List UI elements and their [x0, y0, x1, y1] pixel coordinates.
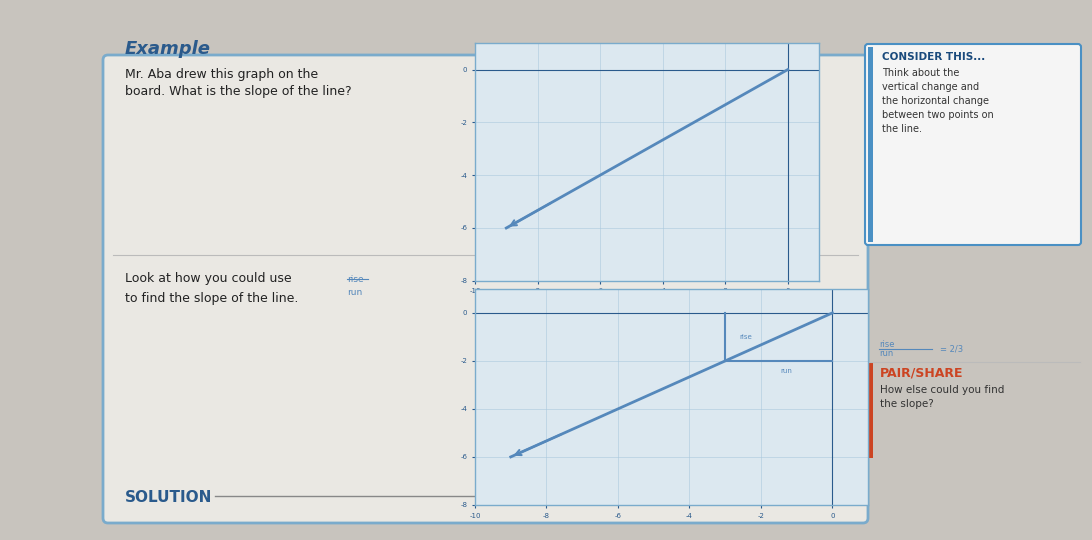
- Text: run: run: [879, 349, 893, 358]
- Text: How else could you find
the slope?: How else could you find the slope?: [880, 385, 1005, 409]
- Text: rise: rise: [879, 340, 894, 349]
- Text: CONSIDER THIS...: CONSIDER THIS...: [882, 52, 985, 62]
- Text: Example: Example: [124, 40, 211, 58]
- Text: rise: rise: [739, 334, 752, 340]
- FancyBboxPatch shape: [103, 55, 868, 523]
- Text: Mr. Aba drew this graph on the: Mr. Aba drew this graph on the: [124, 68, 318, 81]
- Text: run: run: [780, 368, 792, 374]
- Text: run: run: [347, 288, 363, 297]
- Text: Think about the
vertical change and
the horizontal change
between two points on
: Think about the vertical change and the …: [882, 68, 994, 134]
- Text: to find the slope of the line.: to find the slope of the line.: [124, 292, 298, 305]
- Text: PAIR/SHARE: PAIR/SHARE: [880, 367, 963, 380]
- Bar: [868, 363, 873, 458]
- Text: SOLUTION: SOLUTION: [124, 490, 212, 505]
- Text: rise: rise: [347, 275, 364, 284]
- FancyBboxPatch shape: [865, 44, 1081, 245]
- Text: = 2/3: = 2/3: [939, 345, 963, 353]
- Bar: [868, 47, 873, 242]
- Text: board. What is the slope of the line?: board. What is the slope of the line?: [124, 85, 352, 98]
- Text: Look at how you could use: Look at how you could use: [124, 272, 292, 285]
